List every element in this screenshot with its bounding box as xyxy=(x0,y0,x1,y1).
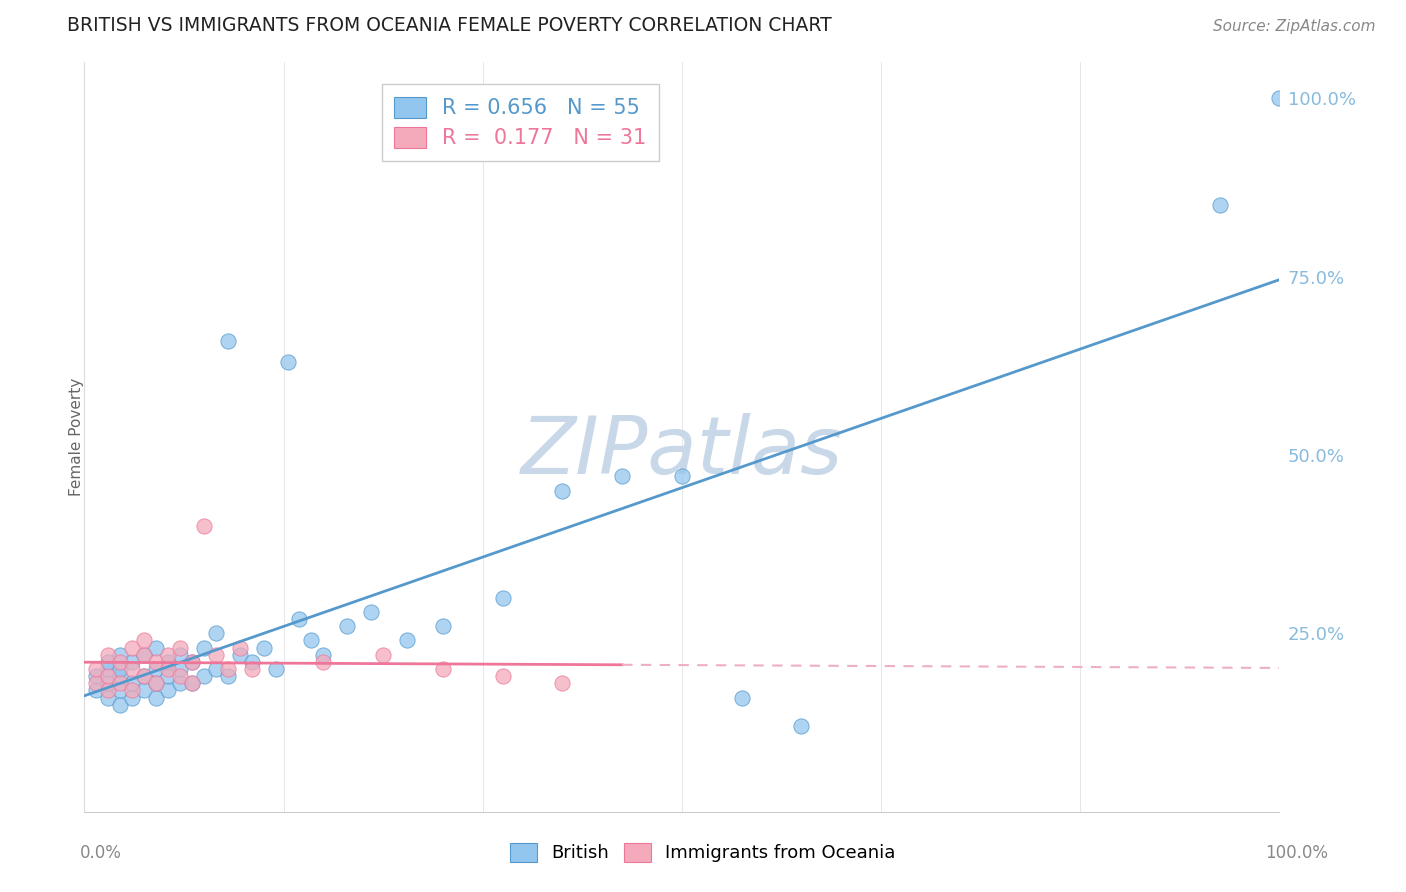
Text: BRITISH VS IMMIGRANTS FROM OCEANIA FEMALE POVERTY CORRELATION CHART: BRITISH VS IMMIGRANTS FROM OCEANIA FEMAL… xyxy=(67,16,832,35)
Point xyxy=(671,469,693,483)
Point xyxy=(731,690,754,705)
Point xyxy=(288,612,311,626)
Point xyxy=(169,676,191,690)
Point xyxy=(145,640,167,655)
Point xyxy=(612,469,634,483)
Point xyxy=(264,662,287,676)
Point xyxy=(169,648,191,662)
Text: 100.0%: 100.0% xyxy=(1265,844,1327,862)
Text: 0.0%: 0.0% xyxy=(80,844,122,862)
Point xyxy=(157,683,180,698)
Point xyxy=(169,669,191,683)
Point xyxy=(217,669,239,683)
Point xyxy=(132,683,156,698)
Point xyxy=(86,676,108,690)
Point xyxy=(145,662,167,676)
Point xyxy=(110,662,132,676)
Point xyxy=(121,690,143,705)
Point xyxy=(551,676,574,690)
Point xyxy=(205,626,228,640)
Point xyxy=(217,662,239,676)
Point xyxy=(373,648,395,662)
Point xyxy=(551,483,574,498)
Point xyxy=(229,648,252,662)
Point xyxy=(110,669,132,683)
Point xyxy=(110,655,132,669)
Point xyxy=(169,640,191,655)
Point xyxy=(145,655,167,669)
Point xyxy=(121,662,143,676)
Point xyxy=(132,669,156,683)
Text: Source: ZipAtlas.com: Source: ZipAtlas.com xyxy=(1212,20,1375,34)
Point xyxy=(492,669,515,683)
Point xyxy=(132,648,156,662)
Point xyxy=(157,669,180,683)
Point xyxy=(157,662,180,676)
Point xyxy=(205,662,228,676)
Point xyxy=(229,640,252,655)
Point xyxy=(132,669,156,683)
Point xyxy=(432,619,454,633)
Point xyxy=(205,648,228,662)
Point xyxy=(121,683,143,698)
Point xyxy=(97,655,120,669)
Point xyxy=(145,690,167,705)
Point xyxy=(97,669,120,683)
Point xyxy=(121,676,143,690)
Point xyxy=(312,655,335,669)
Point xyxy=(181,655,204,669)
Point xyxy=(157,648,180,662)
Point xyxy=(1268,91,1291,105)
Point xyxy=(181,676,204,690)
Text: ZIPatlas: ZIPatlas xyxy=(520,413,844,491)
Point xyxy=(396,633,419,648)
Point xyxy=(157,655,180,669)
Point xyxy=(97,662,120,676)
Point xyxy=(110,698,132,712)
Legend: British, Immigrants from Oceania: British, Immigrants from Oceania xyxy=(503,836,903,870)
Point xyxy=(97,648,120,662)
Point xyxy=(301,633,323,648)
Point xyxy=(193,669,215,683)
Point xyxy=(277,355,299,369)
Point xyxy=(240,655,263,669)
Point xyxy=(240,662,263,676)
Point xyxy=(181,676,204,690)
Point xyxy=(121,655,143,669)
Point xyxy=(253,640,276,655)
Point xyxy=(312,648,335,662)
Point xyxy=(181,655,204,669)
Point xyxy=(360,605,382,619)
Point xyxy=(492,591,515,605)
Point xyxy=(97,683,120,698)
Point xyxy=(110,683,132,698)
Point xyxy=(97,676,120,690)
Point xyxy=(193,519,215,533)
Point xyxy=(97,690,120,705)
Legend: R = 0.656   N = 55, R =  0.177   N = 31: R = 0.656 N = 55, R = 0.177 N = 31 xyxy=(382,84,659,161)
Point xyxy=(432,662,454,676)
Point xyxy=(132,633,156,648)
Point xyxy=(86,683,108,698)
Point xyxy=(1209,198,1232,212)
Point xyxy=(790,719,813,733)
Y-axis label: Female Poverty: Female Poverty xyxy=(69,378,83,496)
Point xyxy=(110,676,132,690)
Point xyxy=(110,648,132,662)
Point xyxy=(145,676,167,690)
Point xyxy=(217,334,239,348)
Point xyxy=(336,619,359,633)
Point xyxy=(86,662,108,676)
Point xyxy=(169,662,191,676)
Point xyxy=(121,640,143,655)
Point xyxy=(132,648,156,662)
Point xyxy=(145,676,167,690)
Point xyxy=(86,669,108,683)
Point xyxy=(193,640,215,655)
